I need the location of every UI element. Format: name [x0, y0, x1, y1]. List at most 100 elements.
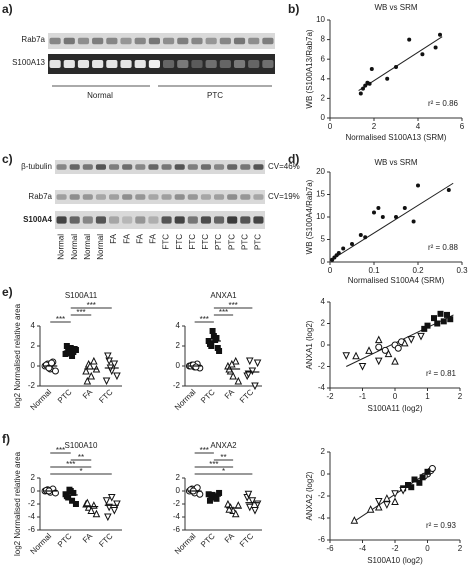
- point: [251, 507, 259, 515]
- point: [110, 507, 119, 515]
- panel-label: a): [2, 2, 13, 16]
- x-tick-label: 1: [425, 392, 430, 401]
- point: [341, 246, 346, 251]
- x-tick-label: FA: [81, 387, 95, 401]
- y-tick-label: -6: [28, 525, 36, 534]
- sig-label: *: [222, 467, 225, 476]
- y-tick-label: 5: [321, 235, 326, 244]
- point: [234, 376, 243, 385]
- point: [225, 505, 234, 513]
- sig-label: **: [78, 453, 84, 462]
- point: [72, 501, 79, 507]
- x-tick-label: 0.1: [368, 266, 380, 275]
- blot-band: [120, 37, 132, 45]
- blot-band: [109, 194, 120, 200]
- y-tick-label: -4: [318, 383, 326, 392]
- blot-band: [227, 194, 238, 200]
- point: [69, 497, 76, 504]
- blot-band: [134, 37, 146, 45]
- blot-band: [240, 216, 251, 224]
- point: [363, 83, 368, 88]
- sig-label: ***: [56, 446, 65, 455]
- point: [107, 494, 116, 502]
- blot-band: [134, 60, 146, 68]
- y-axis-label: ANXA1 (log2): [305, 320, 314, 369]
- y-axis-label: WB (S100A4/Rab7a): [305, 179, 314, 254]
- blot-band: [82, 216, 93, 224]
- point: [110, 360, 119, 369]
- sig-label: ***: [87, 301, 96, 310]
- blot-band: [95, 164, 106, 170]
- y-tick-label: 2: [321, 447, 326, 456]
- point: [369, 67, 374, 71]
- x-tick-label: Normal: [29, 387, 54, 412]
- y-tick-label: 2: [321, 94, 326, 103]
- lane-label: Normal: [57, 234, 66, 260]
- sig-label: ***: [56, 315, 65, 324]
- blot-band: [69, 216, 80, 224]
- sig-label: ***: [228, 301, 237, 310]
- y-tick-label: 0: [31, 361, 36, 370]
- sig-label: ***: [76, 308, 85, 317]
- panel-label: e): [2, 285, 13, 299]
- y-tick-label: 2: [176, 473, 181, 482]
- blot-band: [92, 37, 104, 45]
- point: [51, 367, 59, 375]
- lane-label: Normal: [83, 234, 92, 260]
- y-tick-label: 0: [321, 340, 326, 349]
- blot-strip: [55, 190, 265, 204]
- chart-title: S100A11: [65, 291, 98, 300]
- blot-band: [253, 164, 264, 170]
- point: [113, 372, 121, 381]
- point: [434, 320, 441, 327]
- lane-label: FA: [109, 233, 118, 243]
- blot-band: [122, 216, 133, 224]
- point: [102, 497, 111, 505]
- blot-band: [163, 60, 175, 68]
- chart-title: ANXA2: [210, 441, 237, 450]
- x-tick-label: -2: [326, 392, 334, 401]
- blot-band: [214, 164, 225, 170]
- point: [358, 233, 363, 237]
- y-tick-label: -2: [28, 499, 36, 508]
- point: [374, 502, 383, 511]
- point: [83, 498, 92, 507]
- x-tick-label: 0: [328, 266, 333, 275]
- sig-label: *: [79, 467, 82, 476]
- x-tick-label: FA: [223, 531, 237, 545]
- blot-band: [205, 37, 217, 45]
- x-tick-label: 0: [425, 544, 430, 553]
- point: [400, 338, 409, 347]
- blot-band: [69, 164, 80, 170]
- blot-band: [161, 164, 172, 170]
- blot-label: β-tubulin: [21, 162, 52, 171]
- lane-label: FA: [122, 233, 131, 243]
- point: [416, 183, 420, 188]
- blot-band: [95, 216, 106, 224]
- y-tick-label: 0: [321, 469, 326, 478]
- blot-band: [82, 164, 93, 170]
- blot-band: [187, 216, 198, 224]
- point: [399, 487, 407, 495]
- point: [102, 377, 111, 386]
- x-axis-label: S100A10 (log2): [367, 556, 423, 565]
- point: [408, 484, 415, 491]
- point: [431, 315, 437, 322]
- x-tick-label: 6: [460, 122, 465, 131]
- blot-band: [200, 216, 211, 224]
- x-tick-label: FTC: [238, 531, 256, 549]
- x-tick-label: -6: [326, 544, 334, 553]
- blot-band: [106, 60, 118, 68]
- point: [365, 346, 373, 354]
- y-axis-label: ANXA2 (log2): [305, 471, 314, 520]
- point: [375, 343, 383, 351]
- blot-band: [227, 216, 238, 224]
- blot-band: [135, 164, 146, 170]
- point: [446, 188, 451, 192]
- y-tick-label: 2: [31, 341, 36, 350]
- lane-label: Normal: [96, 234, 105, 260]
- x-tick-label: 2: [458, 544, 463, 553]
- x-tick-label: FTC: [97, 387, 115, 405]
- y-tick-label: -2: [28, 381, 36, 390]
- point: [87, 506, 96, 514]
